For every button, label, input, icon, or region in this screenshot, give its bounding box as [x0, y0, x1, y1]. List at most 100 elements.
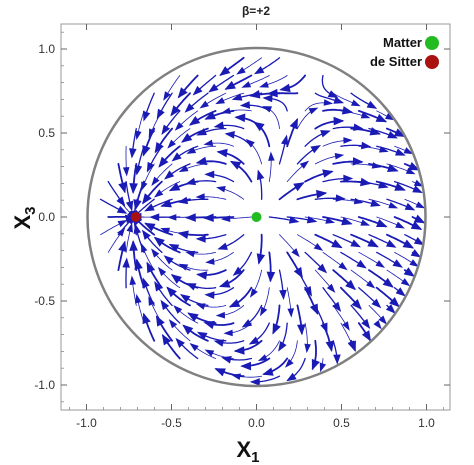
stream-arrowhead	[387, 131, 398, 139]
legend: Matter de Sitter	[370, 35, 439, 69]
stream-arrowhead	[178, 165, 189, 173]
stream-arrowhead	[168, 319, 178, 329]
stream-arrowhead	[249, 378, 260, 386]
stream-arrowhead	[320, 130, 331, 138]
stream-arrowhead	[234, 113, 246, 123]
stream-arrowhead	[142, 312, 151, 325]
stream-arrowhead	[236, 66, 246, 75]
stream-arrowhead	[338, 262, 348, 271]
stream-arrowhead	[117, 220, 128, 228]
stream-arrowhead	[156, 108, 165, 120]
stream-arrowhead	[118, 181, 127, 194]
stream-arrowhead	[214, 368, 226, 377]
x-tick-label: 0.5	[333, 416, 350, 430]
stream-arrowhead	[220, 215, 231, 222]
stream-arrowhead	[309, 303, 319, 316]
stream-arrowhead	[259, 306, 268, 317]
stream-arrowhead	[160, 227, 171, 235]
stream-arrowhead	[367, 238, 379, 248]
stream-arrowhead	[173, 305, 183, 314]
stream-arrowhead	[297, 324, 306, 336]
stream-arrowhead	[134, 258, 143, 270]
stream-arrowhead	[199, 100, 209, 109]
stream-arrowhead	[385, 239, 397, 248]
stream-arrowhead	[203, 320, 215, 330]
stream-arrowhead	[323, 99, 334, 106]
stream-arrowhead	[303, 286, 312, 297]
stream-arrowhead	[157, 266, 167, 277]
stream-arrowhead	[410, 221, 423, 230]
stream-arrowhead	[378, 146, 389, 153]
stream-line	[263, 106, 280, 129]
stream-arrowhead	[350, 99, 361, 107]
stream-arrowhead	[281, 134, 289, 146]
stream-arrowhead	[341, 106, 354, 115]
stream-arrowhead	[122, 257, 130, 268]
stream-arrowhead	[332, 301, 342, 313]
stream-arrowhead	[333, 116, 345, 126]
stream-arrowhead	[142, 145, 151, 157]
stream-arrowhead	[219, 66, 231, 76]
stream-arrowhead	[182, 324, 194, 335]
stream-arrowhead	[223, 329, 233, 337]
stream-arrowhead	[195, 303, 206, 310]
stream-arrowhead	[403, 147, 414, 155]
stream-arrowhead	[370, 199, 381, 207]
stream-arrowhead	[353, 197, 364, 205]
stream-arrowhead	[148, 128, 156, 139]
stream-arrowhead	[175, 337, 185, 348]
legend-marker	[425, 55, 439, 69]
stream-arrowhead	[375, 113, 388, 123]
stream-arrowhead	[224, 80, 236, 90]
legend-label: Matter	[383, 35, 422, 50]
stream-arrowhead	[141, 181, 148, 192]
stream-arrowhead	[170, 105, 181, 117]
stream-arrowhead	[204, 291, 215, 299]
stream-arrowhead	[378, 181, 389, 189]
stream-arrowhead	[208, 83, 219, 93]
stream-arrowhead	[184, 103, 195, 113]
stream-arrowhead	[394, 182, 406, 191]
stream-arrowhead	[262, 94, 273, 103]
stream-arrowhead	[256, 169, 265, 181]
stream-arrowhead	[218, 279, 231, 288]
stream-arrowhead	[221, 356, 232, 364]
stream-arrowhead	[289, 117, 298, 130]
y-tick-label: 0.0	[38, 210, 55, 224]
stream-arrowhead	[413, 236, 425, 246]
stream-arrowhead	[158, 156, 169, 168]
y-tick-label: 0.5	[38, 126, 55, 140]
stream-arrowhead	[167, 139, 176, 149]
stream-arrowhead	[202, 213, 214, 223]
stream-arrowhead	[241, 319, 253, 328]
stream-arrowhead	[239, 101, 251, 109]
stream-arrowhead	[376, 219, 388, 228]
y-tick-label: -0.5	[34, 294, 55, 308]
stream-arrowhead	[151, 176, 160, 186]
stream-arrowhead	[259, 81, 269, 88]
stream-arrowhead	[117, 227, 126, 237]
stream-arrowhead	[146, 161, 155, 173]
stream-arrowhead	[360, 112, 371, 119]
stream-arrowhead	[325, 217, 336, 224]
stream-arrowhead	[404, 202, 416, 211]
stream-arrowhead	[196, 128, 207, 136]
stream-arrowhead	[228, 298, 241, 308]
stream-arrowhead	[204, 170, 215, 179]
stream-arrowhead	[134, 165, 143, 176]
stream-arrowhead	[371, 298, 382, 309]
stream-arrowhead	[361, 330, 372, 342]
stream-arrowhead	[178, 263, 189, 271]
stream-arrowhead	[213, 339, 225, 347]
stream-arrowhead	[412, 185, 423, 193]
stream-arrowhead	[343, 174, 354, 183]
stream-arrowhead	[322, 169, 334, 178]
stream-arrowhead	[278, 341, 287, 352]
stream-arrowhead	[116, 196, 126, 207]
stream-arrowhead	[216, 185, 226, 193]
stream-arrowhead	[286, 372, 297, 382]
axis-ticks: -1.0 -0.5 0.0 0.5 1.0 -1.0 -0.5 0.0 0.5 1.0	[34, 24, 450, 430]
stream-arrowhead	[306, 215, 318, 224]
stream-arrowhead	[231, 373, 241, 380]
stream-arrowhead	[299, 160, 310, 169]
